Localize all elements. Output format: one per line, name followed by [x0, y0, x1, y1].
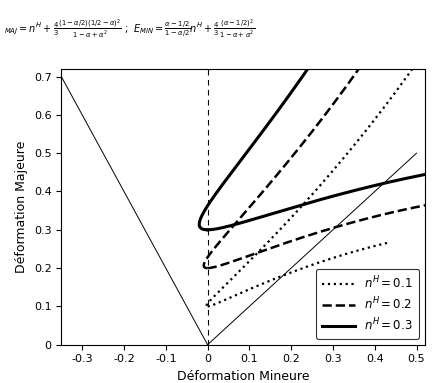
X-axis label: Déformation Mineure: Déformation Mineure	[177, 370, 309, 383]
Y-axis label: Déformation Majeure: Déformation Majeure	[15, 141, 28, 273]
Text: $_{MAJ} = n^H + \frac{4}{3}\frac{(1-\alpha/2)(1/2-\alpha)^2}{1-\alpha+\alpha^2}$: $_{MAJ} = n^H + \frac{4}{3}\frac{(1-\alp…	[4, 18, 255, 41]
Legend: $n^H=0.1$, $n^H=0.2$, $n^H=0.3$: $n^H=0.1$, $n^H=0.2$, $n^H=0.3$	[316, 269, 419, 339]
